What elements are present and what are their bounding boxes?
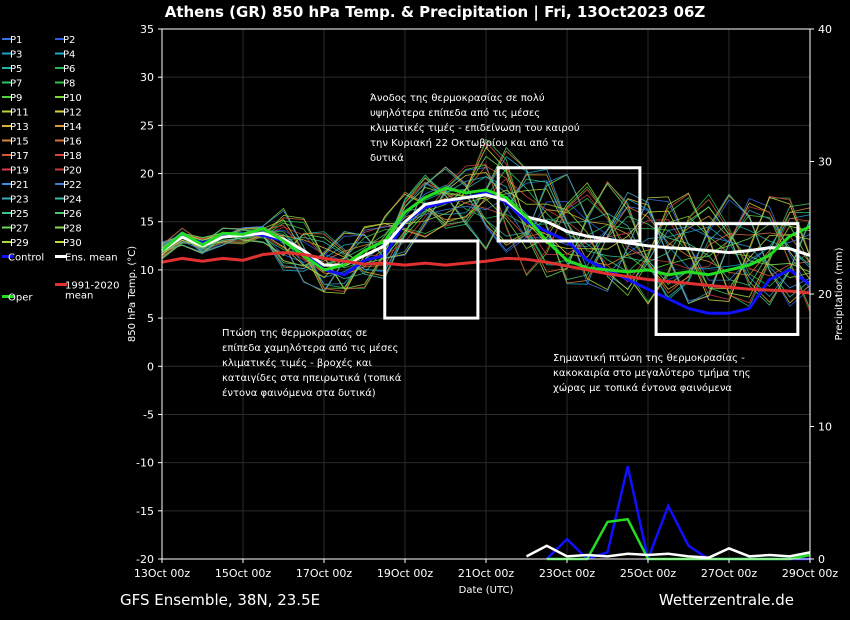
footer-model-info: GFS Ensemble, 38N, 23.5E	[120, 591, 320, 609]
legend-label-p16: P16	[63, 137, 82, 148]
y-tick-label: -5	[143, 408, 154, 421]
member-line-p27	[161, 155, 811, 285]
x-tick-label: 27Oct 00z	[701, 567, 758, 580]
x-tick-label: 23Oct 00z	[539, 567, 596, 580]
y-tick-label: 30	[140, 71, 154, 84]
highlight-box-2	[496, 166, 642, 243]
highlight-box-1	[383, 239, 480, 320]
legend-label-p30: P30	[63, 238, 82, 249]
legend-label-oper: Oper	[8, 293, 33, 304]
main-series	[161, 186, 811, 315]
x-tick-label: 29Oct 00z	[782, 567, 839, 580]
legend-label-p17: P17	[10, 151, 29, 162]
legend-label-p1: P1	[10, 35, 22, 46]
annotation-2: Πτώση της θερμοκρασίας σε επίπεδα χαμηλότ…	[222, 327, 402, 399]
legend-label-p11: P11	[10, 108, 29, 119]
precip-line-control	[545, 465, 810, 564]
member-line-p21	[161, 173, 811, 290]
chart-title: Athens (GR) 850 hPa Temp. & Precipitatio…	[165, 3, 706, 22]
y-tick-label: -15	[136, 505, 154, 518]
legend-label-p10: P10	[63, 93, 82, 104]
y2-tick-label: 40	[818, 23, 832, 36]
tick-labels: 35 30 25 20 15 10 5 0 -5 -10 -15 -20 40 30 20 10 0 13Oct …	[134, 23, 839, 580]
legend-label-ens-mean: Ens. mean	[65, 253, 118, 264]
legend-label-p6: P6	[63, 64, 75, 75]
x-tick-label: 15Oct 00z	[215, 567, 272, 580]
member-line-p6	[161, 176, 811, 303]
legend-label-p26: P26	[63, 209, 82, 220]
legend-label-p20: P20	[63, 166, 82, 177]
legend-label-p13: P13	[10, 122, 29, 133]
legend-label-p12: P12	[63, 108, 82, 119]
highlight-box-3	[654, 222, 800, 336]
x-tick-label: 25Oct 00z	[620, 567, 677, 580]
series-line-ens-mean	[161, 193, 811, 267]
series-line-oper	[161, 186, 811, 277]
legend-label-p7: P7	[10, 79, 22, 90]
annotations: Άνοδος της θερμοκρασίας σε πολύ υψηλότερα…	[222, 92, 751, 399]
precip-line-ens-mean	[525, 544, 811, 559]
legend-label-p5: P5	[10, 64, 22, 75]
y2-tick-label: 30	[818, 156, 832, 169]
legend-label-p23: P23	[10, 195, 29, 206]
x-tick-label: 17Oct 00z	[296, 567, 353, 580]
y-tick-label: -10	[136, 457, 154, 470]
precipitation-series	[525, 465, 811, 564]
legend-label-p28: P28	[63, 224, 82, 235]
annotation-1: Άνοδος της θερμοκρασίας σε πολύ υψηλότερα…	[370, 92, 580, 164]
y-axis-label: 850 hPa Temp. (°C)	[127, 246, 138, 342]
y-tick-label: 10	[140, 264, 154, 277]
y-tick-label: 35	[140, 23, 154, 36]
legend-label-p8: P8	[63, 79, 75, 90]
legend-label-p25: P25	[10, 209, 29, 220]
legend: P1 P2 P3 P4 P5 P6 P7 P8 P9 P10 P11 P12 P13 P14 P15 P16 P…	[2, 35, 120, 304]
y2-axis-label: Precipitation (mm)	[834, 247, 845, 340]
legend-label-climate-mean: 1991-2020 mean	[65, 281, 120, 302]
legend-label-control: Control	[8, 253, 44, 264]
annotation-3: Σημαντική πτώση της θερμοκρασίας -κακοκα…	[553, 352, 751, 394]
legend-label-p29: P29	[10, 238, 29, 249]
y-tick-label: 25	[140, 119, 154, 132]
x-tick-label: 13Oct 00z	[134, 567, 191, 580]
series-line-1991-2020	[161, 251, 811, 295]
y-tick-label: 20	[140, 168, 154, 181]
legend-label-p19: P19	[10, 166, 29, 177]
y2-tick-label: 10	[818, 421, 832, 434]
legend-label-p21: P21	[10, 180, 29, 191]
member-line-p19	[161, 141, 811, 300]
series-line-control	[161, 191, 811, 315]
legend-label-p4: P4	[63, 50, 75, 61]
member-line-p17	[161, 181, 811, 305]
x-axis-label: Date (UTC)	[459, 585, 514, 596]
y2-tick-label: 0	[818, 553, 825, 566]
footer-source: Wetterzentrale.de	[659, 591, 794, 609]
y-tick-label: 5	[147, 312, 154, 325]
member-line-p28	[161, 182, 811, 305]
legend-label-p22: P22	[63, 180, 82, 191]
y-tick-label: -20	[136, 553, 154, 566]
legend-label-p2: P2	[63, 35, 75, 46]
legend-label-p24: P24	[63, 195, 82, 206]
legend-label-p15: P15	[10, 137, 29, 148]
x-tick-label: 19Oct 00z	[377, 567, 434, 580]
legend-label-p27: P27	[10, 224, 29, 235]
y-tick-label: 0	[147, 360, 154, 373]
legend-label-p18: P18	[63, 151, 82, 162]
x-tick-label: 21Oct 00z	[458, 567, 515, 580]
y2-tick-label: 20	[818, 288, 832, 301]
y-tick-label: 15	[140, 216, 154, 229]
legend-label-p14: P14	[63, 122, 82, 133]
highlight-boxes	[383, 166, 800, 336]
member-line-p8	[161, 138, 811, 296]
legend-label-p3: P3	[10, 50, 22, 61]
legend-label-p9: P9	[10, 93, 22, 104]
